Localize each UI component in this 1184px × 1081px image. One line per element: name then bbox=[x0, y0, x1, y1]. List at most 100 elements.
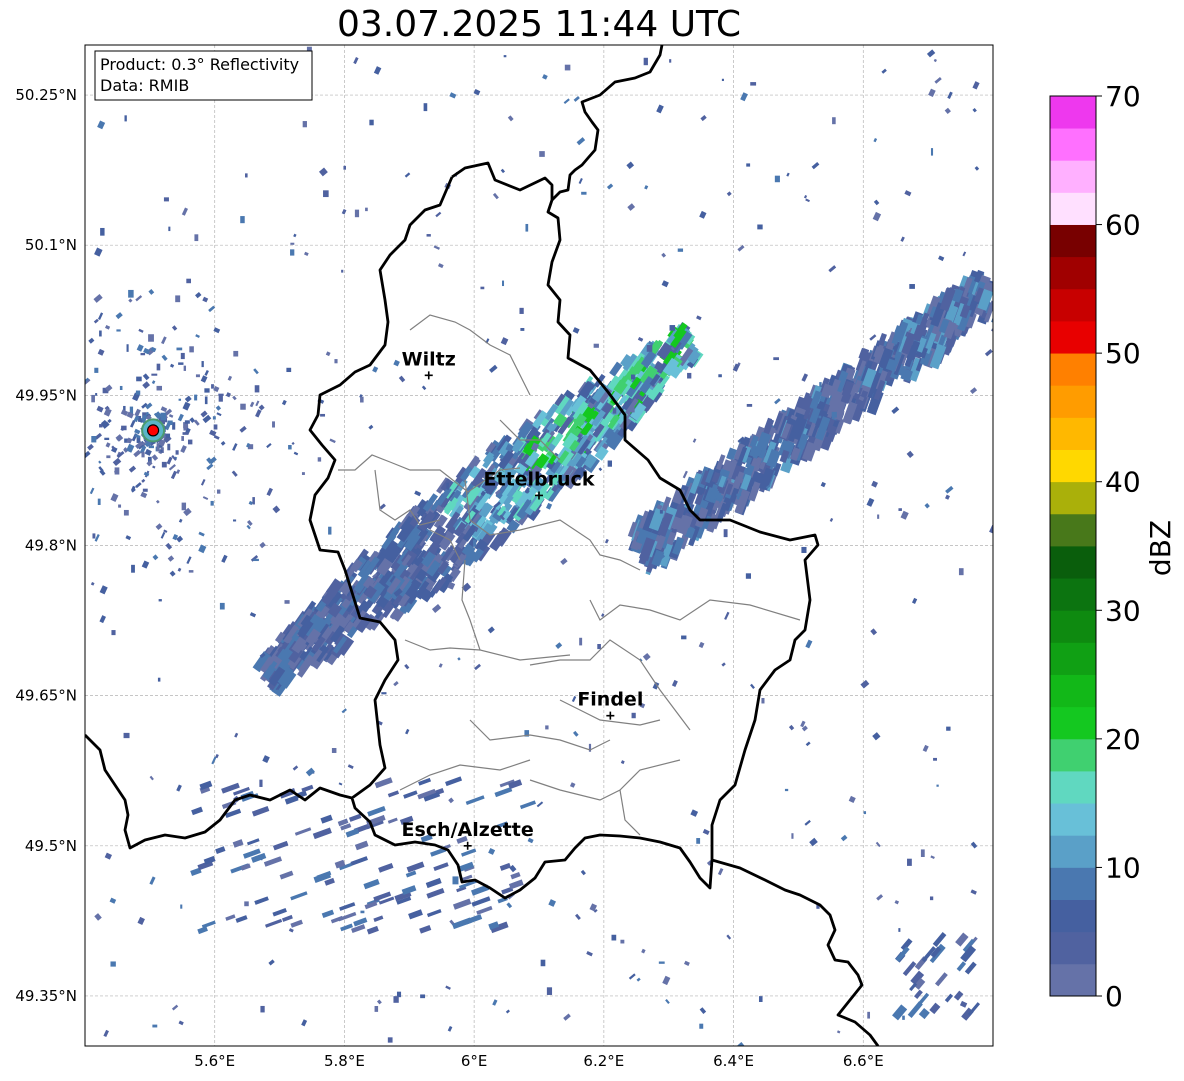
echo-cell bbox=[123, 447, 129, 453]
echo-cell bbox=[774, 398, 781, 405]
echo-cell bbox=[259, 656, 274, 673]
echo-cell bbox=[487, 626, 495, 634]
echo-cell bbox=[527, 837, 534, 844]
echo-cell bbox=[36, 367, 40, 374]
echo-cell bbox=[730, 463, 746, 482]
echo-cell bbox=[250, 555, 259, 562]
echo-cell bbox=[801, 373, 809, 382]
echo-cell bbox=[459, 465, 474, 483]
lat-tick-label: 50.1°N bbox=[25, 236, 77, 254]
echo-cell bbox=[131, 564, 135, 573]
colorbar-tick-label: 50 bbox=[1105, 337, 1141, 370]
echo-cell bbox=[59, 349, 65, 355]
echo-cell bbox=[144, 448, 152, 456]
echo-cell bbox=[421, 385, 427, 391]
echo-cell bbox=[891, 406, 900, 414]
echo-cell bbox=[557, 416, 573, 436]
colorbar-segment bbox=[1050, 771, 1096, 804]
echo-cell bbox=[930, 946, 942, 958]
echo-cell bbox=[652, 681, 660, 690]
echo-cell bbox=[553, 412, 568, 428]
echo-cell bbox=[341, 708, 347, 714]
echo-cell bbox=[130, 485, 136, 492]
echo-cell bbox=[97, 120, 106, 130]
echo-cell bbox=[496, 434, 512, 453]
echo-cell bbox=[471, 884, 490, 896]
colorbar-tick-label: 20 bbox=[1105, 723, 1141, 756]
echo-cell bbox=[340, 923, 353, 932]
echo-cell bbox=[124, 115, 127, 122]
colorbar-segment bbox=[1050, 385, 1096, 418]
echo-cell bbox=[163, 408, 173, 417]
echo-cell bbox=[677, 248, 684, 252]
echo-cell bbox=[134, 428, 141, 435]
echo-cell bbox=[321, 909, 335, 918]
echo-cell bbox=[579, 637, 583, 646]
echo-cell bbox=[651, 339, 664, 355]
echo-cell bbox=[681, 635, 687, 640]
echo-cell bbox=[286, 367, 292, 373]
echo-cell bbox=[182, 432, 189, 435]
echo-cell bbox=[530, 442, 540, 452]
echo-cell bbox=[974, 166, 980, 171]
echo-cell bbox=[784, 788, 789, 792]
echo-cell bbox=[148, 445, 154, 449]
echo-cell bbox=[506, 519, 521, 534]
echo-cell bbox=[461, 582, 472, 592]
echo-cell bbox=[425, 877, 442, 889]
echo-cell bbox=[142, 373, 150, 381]
colorbar-segment bbox=[1050, 256, 1096, 290]
echo-cell bbox=[176, 469, 181, 474]
echo-cell bbox=[360, 396, 364, 403]
echo-cell bbox=[573, 96, 580, 102]
echo-cell bbox=[894, 900, 900, 905]
echo-cell bbox=[696, 838, 701, 844]
echo-cell bbox=[480, 286, 485, 290]
echo-cell bbox=[488, 921, 500, 930]
echo-cell bbox=[403, 531, 421, 552]
echo-cell bbox=[452, 516, 464, 530]
echo-cell bbox=[232, 786, 250, 796]
echo-cell bbox=[470, 467, 488, 488]
echo-cell bbox=[91, 436, 97, 443]
echo-cell bbox=[473, 89, 481, 96]
echo-cell bbox=[405, 579, 422, 599]
echo-cell bbox=[137, 916, 145, 925]
echo-cell bbox=[815, 409, 829, 428]
echo-cell bbox=[922, 744, 929, 752]
echo-cell bbox=[150, 346, 157, 353]
echo-cell bbox=[403, 528, 408, 534]
echo-cell bbox=[387, 817, 398, 824]
echo-cell bbox=[178, 398, 182, 401]
echo-cell bbox=[330, 613, 342, 627]
echo-cell bbox=[620, 760, 625, 765]
echo-cell bbox=[426, 234, 431, 237]
colorbar-segment bbox=[1050, 449, 1096, 483]
echo-cell bbox=[123, 732, 130, 739]
echo-cell bbox=[540, 959, 546, 967]
echo-cell bbox=[60, 414, 66, 420]
echo-cell bbox=[557, 450, 570, 464]
map-frame bbox=[84, 44, 994, 1047]
echo-cell bbox=[98, 460, 102, 464]
echo-cell bbox=[930, 148, 934, 156]
echo-cell bbox=[213, 327, 221, 334]
echo-cell bbox=[393, 681, 399, 687]
echo-cell bbox=[973, 287, 984, 303]
echo-cell bbox=[143, 347, 151, 355]
echo-cell bbox=[145, 402, 153, 410]
echo-cell bbox=[209, 429, 217, 437]
echo-cell bbox=[152, 554, 159, 561]
echo-cell bbox=[687, 372, 692, 379]
echo-cell bbox=[534, 453, 550, 469]
echo-cell bbox=[661, 280, 669, 288]
echo-cell bbox=[681, 515, 693, 529]
echo-cell bbox=[102, 387, 109, 394]
echo-cell bbox=[161, 461, 167, 468]
echo-cell bbox=[593, 343, 599, 348]
echo-cell bbox=[240, 403, 246, 410]
echo-cell bbox=[503, 55, 507, 58]
radar-site-marker[interactable] bbox=[147, 424, 160, 437]
colorbar-segment bbox=[1050, 610, 1096, 643]
echo-cell bbox=[459, 874, 473, 882]
